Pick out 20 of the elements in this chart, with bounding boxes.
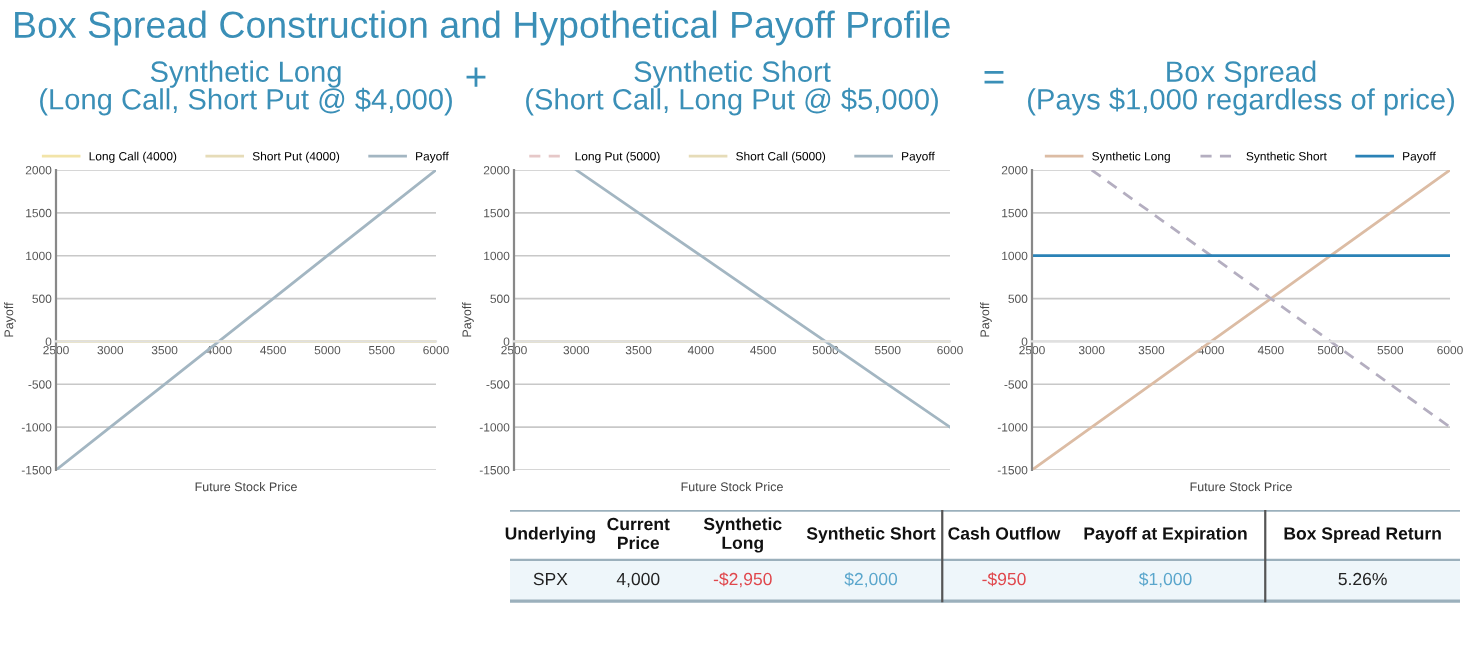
chart-title: Synthetic Short (Short Call, Long Put @ $5,000) xyxy=(526,60,938,116)
chart-title: Box Spread Construction and Hypothetical Payoff Profile xyxy=(15,10,950,46)
text: 5.26% xyxy=(1338,572,1387,586)
chart-title: Box Spread (Pays $1,000 regardless of price) xyxy=(1028,60,1455,116)
text: -$950 xyxy=(982,572,1026,587)
category-label: Box Spread Return xyxy=(1284,526,1441,544)
text: SPX xyxy=(533,572,568,586)
category-label: Cash Outflow xyxy=(948,526,1061,540)
category-label: Current Price xyxy=(607,517,670,550)
text: = xyxy=(984,70,1004,84)
category-label: Underlying xyxy=(505,526,595,544)
text: -$2,950 xyxy=(713,572,772,588)
text: $1,000 xyxy=(1138,572,1192,588)
chart-subtitle: Synthetic Long (Long Call, Short Put @ $4,000) xyxy=(40,60,452,116)
text: 4,000 xyxy=(616,572,660,588)
text: $2,000 xyxy=(844,572,898,588)
category-label: Synthetic Short xyxy=(806,526,936,544)
category-label: Payoff at Expiration xyxy=(1084,526,1247,544)
category-label: Synthetic Long xyxy=(703,517,782,553)
text: + xyxy=(466,67,486,87)
